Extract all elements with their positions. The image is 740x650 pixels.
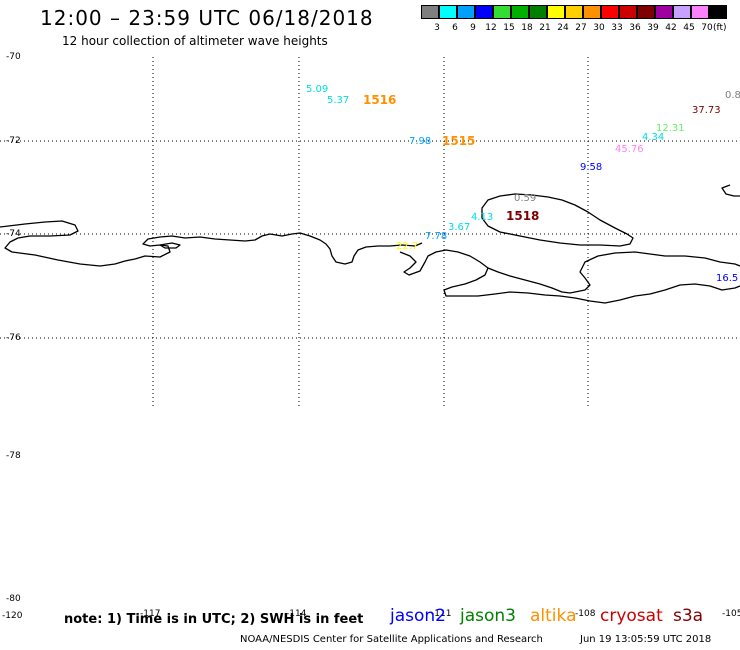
pass-time-label: 1516 <box>363 93 397 107</box>
legend-swatch <box>421 5 439 19</box>
wave-height-value: 7.78 <box>425 231 448 242</box>
wave-height-value: 37.73 <box>692 105 721 116</box>
legend-swatch <box>547 5 565 19</box>
legend-swatch-label: 15 <box>503 23 515 33</box>
legend-swatch-label: 3 <box>434 23 440 33</box>
coastline-headland <box>487 251 740 294</box>
legend-swatch-label: 9 <box>470 23 476 33</box>
legend-swatch <box>583 5 601 19</box>
legend-swatch-label: 33 <box>611 23 623 33</box>
coastline-inlet <box>159 242 181 249</box>
legend-swatch <box>529 5 547 19</box>
wave-height-value: 4.13 <box>471 212 494 223</box>
legend-swatch-label: 30 <box>593 23 605 33</box>
legend-swatch <box>601 5 619 19</box>
legend-swatch-label: 39 <box>647 23 659 33</box>
coastline-bay <box>399 249 740 304</box>
legend-swatch-label: 70 <box>701 23 713 33</box>
satellite-key-jason2: jason2 <box>390 606 446 626</box>
ice-shelf-north <box>481 193 634 247</box>
lon-label: -114 <box>286 609 307 619</box>
wave-height-value: 7.98 <box>409 136 432 147</box>
lat-label: -74 <box>6 229 21 239</box>
legend-swatch <box>655 5 673 19</box>
wave-height-value: 3.67 <box>448 222 471 233</box>
antarctic-coastline <box>0 184 740 304</box>
pass-time-label: 1515 <box>442 134 476 148</box>
lat-label: -70 <box>6 52 21 62</box>
footnote: note: 1) Time is in UTC; 2) SWH is in fe… <box>64 612 364 627</box>
map-title: 12:00 – 23:59 UTC 06/18/2018 <box>40 6 374 30</box>
legend-swatch-label: 45 <box>683 23 695 33</box>
credit-line: NOAA/NESDIS Center for Satellite Applica… <box>240 634 543 645</box>
satellite-key-altika: altika <box>530 606 577 626</box>
legend-swatch <box>565 5 583 19</box>
wave-height-value: 9.58 <box>580 162 603 173</box>
lat-label: -80 <box>6 594 21 604</box>
coastline-islet <box>721 184 740 197</box>
legend-swatch-label: 12 <box>485 23 497 33</box>
coastline-west <box>0 220 423 267</box>
legend-swatch <box>619 5 637 19</box>
legend-swatch <box>493 5 511 19</box>
lon-label: -105 <box>722 609 740 619</box>
graticule <box>0 57 740 408</box>
legend-swatch <box>709 5 727 19</box>
lon-label: -117 <box>140 609 161 619</box>
legend-swatch-label: 42 <box>665 23 677 33</box>
lat-label: -76 <box>6 333 21 343</box>
legend-swatch-label: 21 <box>539 23 551 33</box>
wave-height-value: 5.37 <box>327 95 350 106</box>
legend-swatch <box>673 5 691 19</box>
wave-height-value: 5.09 <box>306 84 329 95</box>
wave-height-value: 12.31 <box>656 123 685 134</box>
satellite-key-cryosat: cryosat <box>600 606 663 626</box>
legend-swatch-label: 6 <box>452 23 458 33</box>
wave-height-value: 0.8 <box>725 90 740 101</box>
legend-swatch <box>691 5 709 19</box>
pass-time-label: 1518 <box>506 209 540 223</box>
satellite-key-s3a: s3a <box>673 606 704 626</box>
lon-label: -120 <box>2 611 23 621</box>
lat-label: -78 <box>6 451 21 461</box>
legend-swatch <box>637 5 655 19</box>
wave-height-value: 0.59 <box>514 193 537 204</box>
legend-swatch <box>439 5 457 19</box>
generation-timestamp: Jun 19 13:05:59 UTC 2018 <box>580 634 712 645</box>
legend-unit-label: (ft) <box>713 23 727 33</box>
legend-swatch <box>511 5 529 19</box>
wave-height-value: 22.7 <box>396 241 419 252</box>
legend-swatch-label: 24 <box>557 23 569 33</box>
wave-height-value: 16.5 <box>716 273 739 284</box>
lon-label: -108 <box>575 609 596 619</box>
legend-swatch <box>475 5 493 19</box>
satellite-key-jason3: jason3 <box>460 606 516 626</box>
legend-swatch-label: 27 <box>575 23 587 33</box>
legend-swatch-label: 18 <box>521 23 533 33</box>
legend-swatch-label: 36 <box>629 23 641 33</box>
legend-swatch <box>457 5 475 19</box>
lon-label: -111 <box>431 609 452 619</box>
wave-height-value: 4.34 <box>642 132 665 143</box>
lat-label: -72 <box>6 136 21 146</box>
wave-height-value: 45.76 <box>615 144 644 155</box>
map-subtitle: 12 hour collection of altimeter wave hei… <box>62 34 328 48</box>
